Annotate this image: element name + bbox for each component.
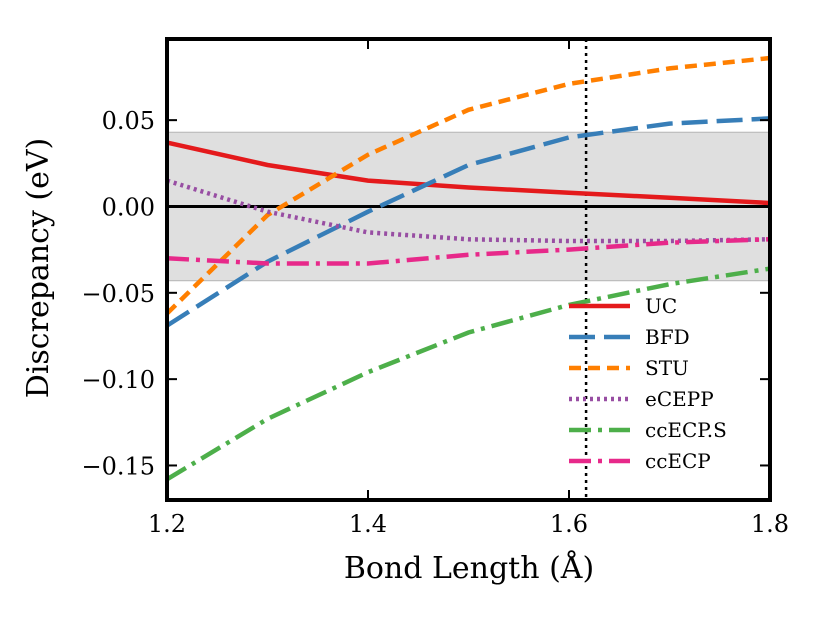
legend-label-ecepp: eCEPP — [645, 387, 714, 411]
series-line-ccecp-s — [165, 266, 771, 482]
axes: 1.2 1.4 1.6 1.8 −0.15 −0.10 −0.05 0.00 0.05 — [81, 37, 789, 538]
series-line-stu — [165, 55, 771, 316]
y-axis-label: Discrepancy (eV) — [21, 138, 56, 398]
series-line-uc — [166, 140, 771, 206]
y-tick-label: −0.05 — [81, 280, 155, 308]
x-tick-label: 1.6 — [550, 510, 588, 538]
x-axis-label: Bond Length (Å) — [344, 550, 594, 586]
y-tick-label: 0.00 — [102, 193, 155, 221]
y-tick-label: −0.15 — [81, 452, 155, 480]
legend: UC BFD STU eCEPP ccECP.S ccECP — [569, 294, 727, 473]
series-line-ecepp — [166, 178, 771, 244]
legend-label-bfd: BFD — [645, 325, 690, 349]
y-tick-label: −0.10 — [81, 366, 155, 394]
plot-frame — [165, 37, 772, 502]
legend-label-ccecp-s: ccECP.S — [645, 418, 727, 442]
legend-label-stu: STU — [645, 356, 689, 380]
x-tick-label: 1.4 — [349, 510, 387, 538]
y-tick-label: 0.05 — [102, 107, 155, 135]
plot-area — [165, 39, 771, 500]
x-tick-label: 1.8 — [751, 510, 789, 538]
x-tick-label: 1.2 — [148, 510, 186, 538]
legend-label-uc: UC — [645, 294, 677, 318]
series-line-ccecp — [166, 237, 771, 266]
legend-label-ccecp: ccECP — [645, 449, 711, 473]
